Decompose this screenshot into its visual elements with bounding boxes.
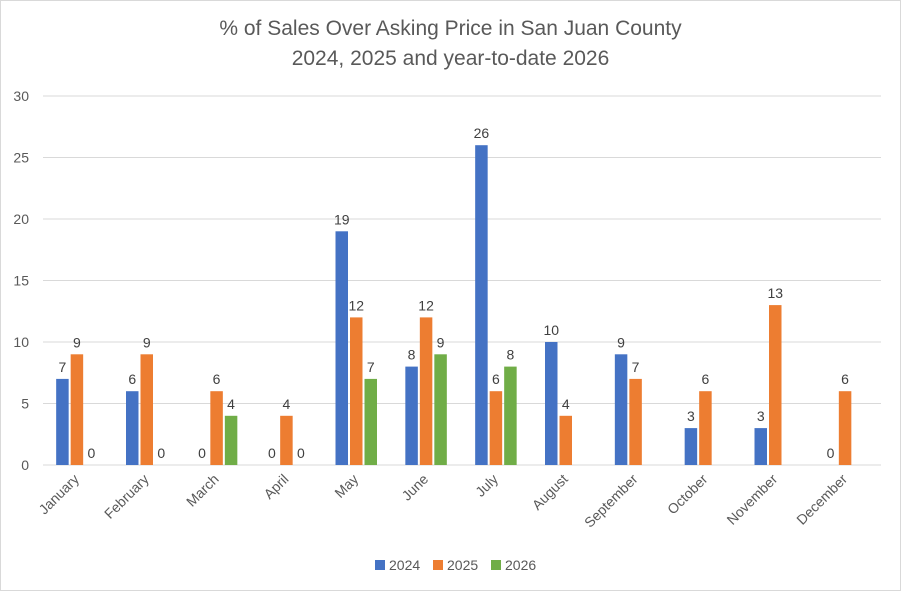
x-axis-ticks: January February March April May June July Augu… [36,471,851,531]
x-tick-label: August [529,471,571,513]
x-tick-label: November [723,471,780,528]
bar-2025-may [350,317,363,465]
legend-label-2026: 2026 [505,557,536,573]
data-label: 0 [827,445,835,461]
y-tick-label: 0 [21,457,29,473]
data-label: 9 [143,334,151,350]
y-tick-label: 15 [13,273,29,289]
bar-2026-may [364,378,377,465]
bar-2025-june [419,317,433,465]
bar-2025-january [70,354,84,465]
data-label: 3 [757,408,765,424]
data-label: 8 [408,347,416,363]
bar-2024-november [754,428,767,465]
bar-2025-july [489,391,503,465]
data-label: 7 [632,359,640,375]
bar-2026-june [434,354,447,465]
bar-2025-august [559,415,572,465]
data-label: 3 [687,408,695,424]
bar-2025-september [629,378,642,465]
bar-2024-august [545,342,558,465]
data-label: 10 [543,322,559,338]
bar-2026-july [504,366,517,465]
x-tick-label: July [472,471,501,500]
bar-2025-march [210,391,223,465]
x-tick-label: January [36,471,83,518]
bars [56,145,852,465]
data-label: 4 [283,396,291,412]
x-tick-label: September [581,471,641,531]
bar-2024-february [126,391,139,465]
x-tick-label: April [260,471,291,502]
data-label: 9 [617,334,625,350]
chart-title: % of Sales Over Asking Price in San Juan… [219,17,682,40]
data-label: 6 [702,371,710,387]
x-tick-label: March [183,471,222,510]
data-label: 7 [367,359,375,375]
legend-label-2024: 2024 [389,557,420,573]
gridlines [43,95,881,466]
legend: 2024 2025 2026 [375,557,536,573]
bar-2024-october [684,428,698,465]
legend-label-2025: 2025 [447,557,478,573]
data-label: 12 [418,297,434,313]
bar-2024-july [475,145,488,465]
x-tick-label: May [331,471,361,501]
x-tick-label: June [398,471,431,504]
data-label: 0 [88,445,96,461]
x-tick-label: October [664,471,711,518]
data-label: 9 [437,334,445,350]
data-label: 4 [562,396,570,412]
chart-subtitle: 2024, 2025 and year-to-date 2026 [291,47,610,70]
data-label: 7 [59,359,67,375]
y-tick-label: 20 [13,211,29,227]
data-label: 0 [198,445,206,461]
data-label: 6 [213,371,221,387]
bar-2026-march [224,415,238,465]
y-tick-label: 10 [13,334,29,350]
data-label: 9 [73,334,81,350]
bar-2024-january [56,378,69,465]
bar-2024-june [405,366,418,465]
bar-2025-april [280,415,293,465]
bar-2025-october [699,391,712,465]
y-tick-label: 25 [13,150,29,166]
legend-swatch-2024 [375,560,385,570]
y-tick-label: 5 [21,396,29,412]
data-label: 12 [348,297,364,313]
y-axis-ticks: 0 5 10 15 20 25 30 [13,88,29,473]
bar-2025-february [140,354,153,465]
data-label: 26 [474,125,490,141]
data-label: 0 [157,445,165,461]
data-label: 0 [297,445,305,461]
data-label: 6 [492,371,500,387]
data-label: 6 [128,371,136,387]
data-label: 19 [334,211,350,227]
bar-2024-may [335,231,348,465]
x-tick-label: February [101,471,152,522]
legend-swatch-2026 [491,560,501,570]
x-tick-label: December [793,471,850,528]
y-tick-label: 30 [13,88,29,104]
data-label: 6 [841,371,849,387]
bar-2025-november [769,305,782,465]
data-label: 4 [227,396,235,412]
data-label: 8 [507,347,515,363]
data-label: 0 [268,445,276,461]
bar-2024-september [614,354,628,465]
bar-2025-december [838,391,852,465]
legend-swatch-2025 [433,560,443,570]
data-label: 13 [767,285,783,301]
